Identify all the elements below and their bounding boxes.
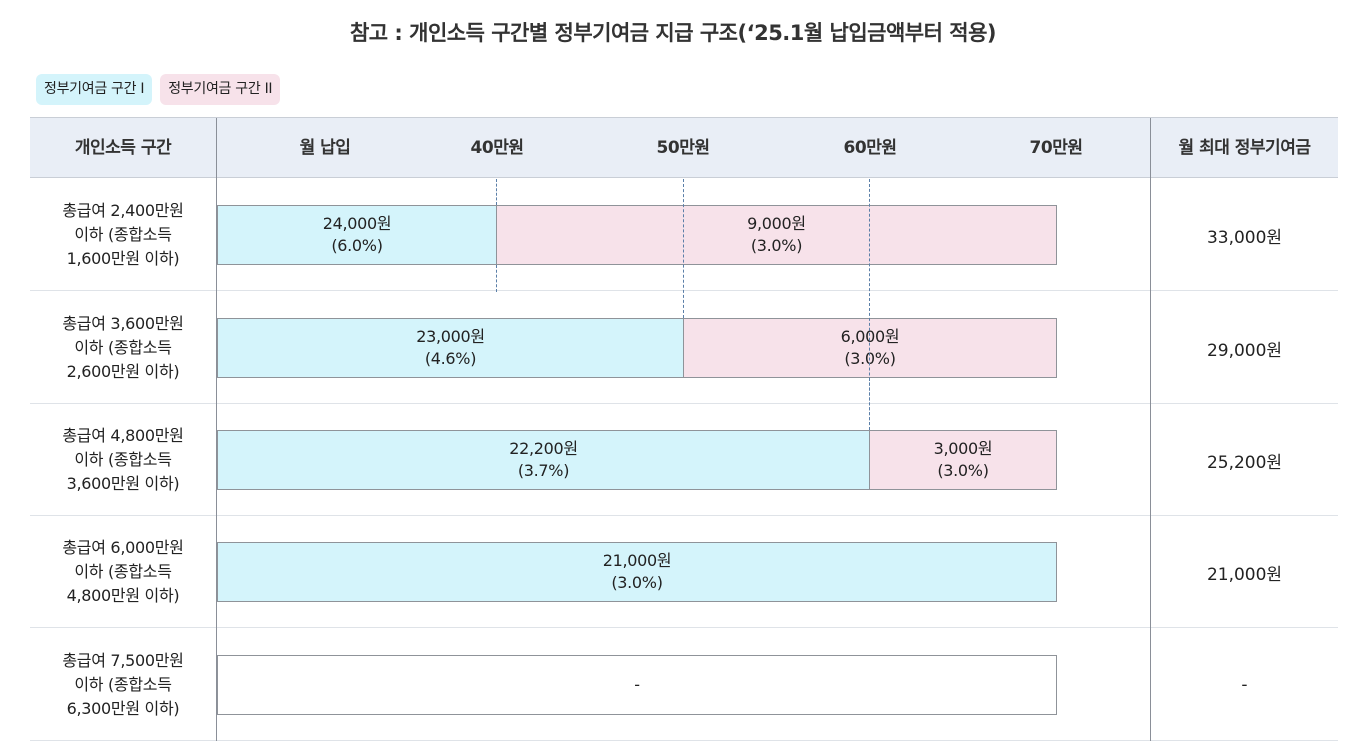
label-line: 총급여 6,000만원	[62, 538, 184, 557]
segment-rate: (6.0%)	[331, 236, 383, 255]
income-bracket-label: 총급여 2,400만원 이하 (종합소득 1,600만원 이하)	[30, 179, 216, 291]
income-bracket-label: 총급여 6,000만원 이하 (종합소득 4,800만원 이하)	[30, 516, 216, 628]
segment-amount: 22,200원	[509, 439, 578, 458]
header-monthly-payment: 월 납입	[299, 138, 351, 158]
table-row: 총급여 3,600만원 이하 (종합소득 2,600만원 이하) 23,000원…	[30, 292, 1338, 404]
page-title: 참고 : 개인소득 구간별 정부기여금 지급 구조(‘25.1월 납입금액부터 …	[349, 21, 997, 45]
tier-2-segment: 6,000원 (3.0%)	[683, 318, 1057, 378]
header-tick-40: 40만원	[470, 138, 524, 158]
header-income-bracket: 개인소득 구간	[74, 138, 172, 158]
label-line: 총급여 4,800만원	[62, 426, 184, 445]
tier-2-segment: 3,000원 (3.0%)	[869, 430, 1057, 490]
tier-1-segment: 22,200원 (3.7%)	[217, 430, 870, 490]
segment-rate: (3.7%)	[517, 461, 570, 480]
guide-line-60	[869, 179, 870, 430]
guide-line-60-mid	[869, 378, 870, 430]
label-line: 이하 (종합소득	[74, 562, 172, 581]
income-bracket-label: 총급여 7,500만원 이하 (종합소득 6,300만원 이하)	[30, 629, 216, 741]
label-line: 총급여 7,500만원	[62, 651, 184, 670]
legend: 정부기여금 구간 Ⅰ 정부기여금 구간 II	[36, 74, 281, 105]
segment-rate: (3.0%)	[750, 236, 803, 255]
segment-rate: (3.0%)	[611, 573, 663, 592]
segment-amount: 23,000원	[416, 327, 485, 346]
label-line: 이하 (종합소득	[74, 225, 172, 244]
income-bracket-label: 총급여 3,600만원 이하 (종합소득 2,600만원 이하)	[30, 292, 216, 404]
label-line: 총급여 3,600만원	[62, 314, 184, 333]
segment-amount: 9,000원	[747, 214, 806, 233]
guide-line-40-lower	[496, 265, 497, 292]
segment-amount: 3,000원	[933, 439, 993, 458]
label-line: 6,300만원 이하)	[66, 699, 180, 718]
label-line: 3,600만원 이하)	[66, 474, 180, 493]
segment-rate: (4.6%)	[424, 349, 477, 368]
header-max-contribution: 월 최대 정부기여금	[1178, 138, 1311, 158]
label-line: 4,800만원 이하)	[66, 586, 180, 605]
tier-1-segment: 21,000원 (3.0%)	[217, 542, 1057, 602]
contribution-table: 개인소득 구간 월 납입 40만원 50만원 60만원 70만원 월 최대 정부…	[30, 117, 1338, 741]
table-row: 총급여 6,000만원 이하 (종합소득 4,800만원 이하) 21,000원…	[30, 516, 1338, 628]
header-tick-70: 70만원	[1029, 138, 1083, 158]
header-tick-50: 50만원	[656, 138, 710, 158]
tier-2-segment: 9,000원 (3.0%)	[496, 205, 1057, 265]
label-line: 이하 (종합소득	[74, 675, 172, 694]
header-tick-60: 60만원	[843, 138, 897, 158]
segment-rate: (3.0%)	[844, 349, 896, 368]
segment-amount: 24,000원	[322, 214, 392, 233]
tier-1-segment: 24,000원 (6.0%)	[217, 205, 497, 265]
label-line: 1,600만원 이하)	[66, 249, 180, 268]
table-row: 총급여 4,800만원 이하 (종합소득 3,600만원 이하) 22,200원…	[30, 404, 1338, 516]
segment-empty: -	[634, 675, 640, 694]
segment-amount: 6,000원	[840, 327, 900, 346]
label-line: 총급여 2,400만원	[62, 201, 184, 220]
max-contribution-value: 21,000원	[1206, 564, 1283, 585]
label-line: 이하 (종합소득	[74, 338, 172, 357]
max-contribution-value: -	[1241, 675, 1248, 695]
label-line: 2,600만원 이하)	[66, 362, 180, 381]
tier-1-segment: 23,000원 (4.6%)	[217, 318, 684, 378]
legend-tier-1: 정부기여금 구간 Ⅰ	[36, 74, 153, 105]
guide-line-40	[496, 179, 497, 205]
table-row: 총급여 2,400만원 이하 (종합소득 1,600만원 이하) 24,000원…	[30, 179, 1338, 291]
segment-rate: (3.0%)	[937, 461, 989, 480]
max-contribution-value: 25,200원	[1206, 452, 1283, 473]
segment-amount: 21,000원	[602, 551, 672, 570]
max-contribution-value: 29,000원	[1206, 340, 1283, 361]
no-contribution-segment: -	[217, 655, 1057, 715]
max-contribution-value: 33,000원	[1206, 227, 1283, 248]
table-row: 총급여 7,500만원 이하 (종합소득 6,300만원 이하) - -	[30, 629, 1338, 741]
column-divider	[1150, 118, 1151, 741]
guide-line-50	[683, 179, 684, 318]
label-line: 이하 (종합소득	[74, 450, 172, 469]
table-header: 개인소득 구간 월 납입 40만원 50만원 60만원 70만원 월 최대 정부…	[30, 118, 1338, 178]
income-bracket-label: 총급여 4,800만원 이하 (종합소득 3,600만원 이하)	[30, 404, 216, 516]
legend-tier-2: 정부기여금 구간 II	[160, 74, 281, 105]
column-divider	[216, 118, 217, 741]
